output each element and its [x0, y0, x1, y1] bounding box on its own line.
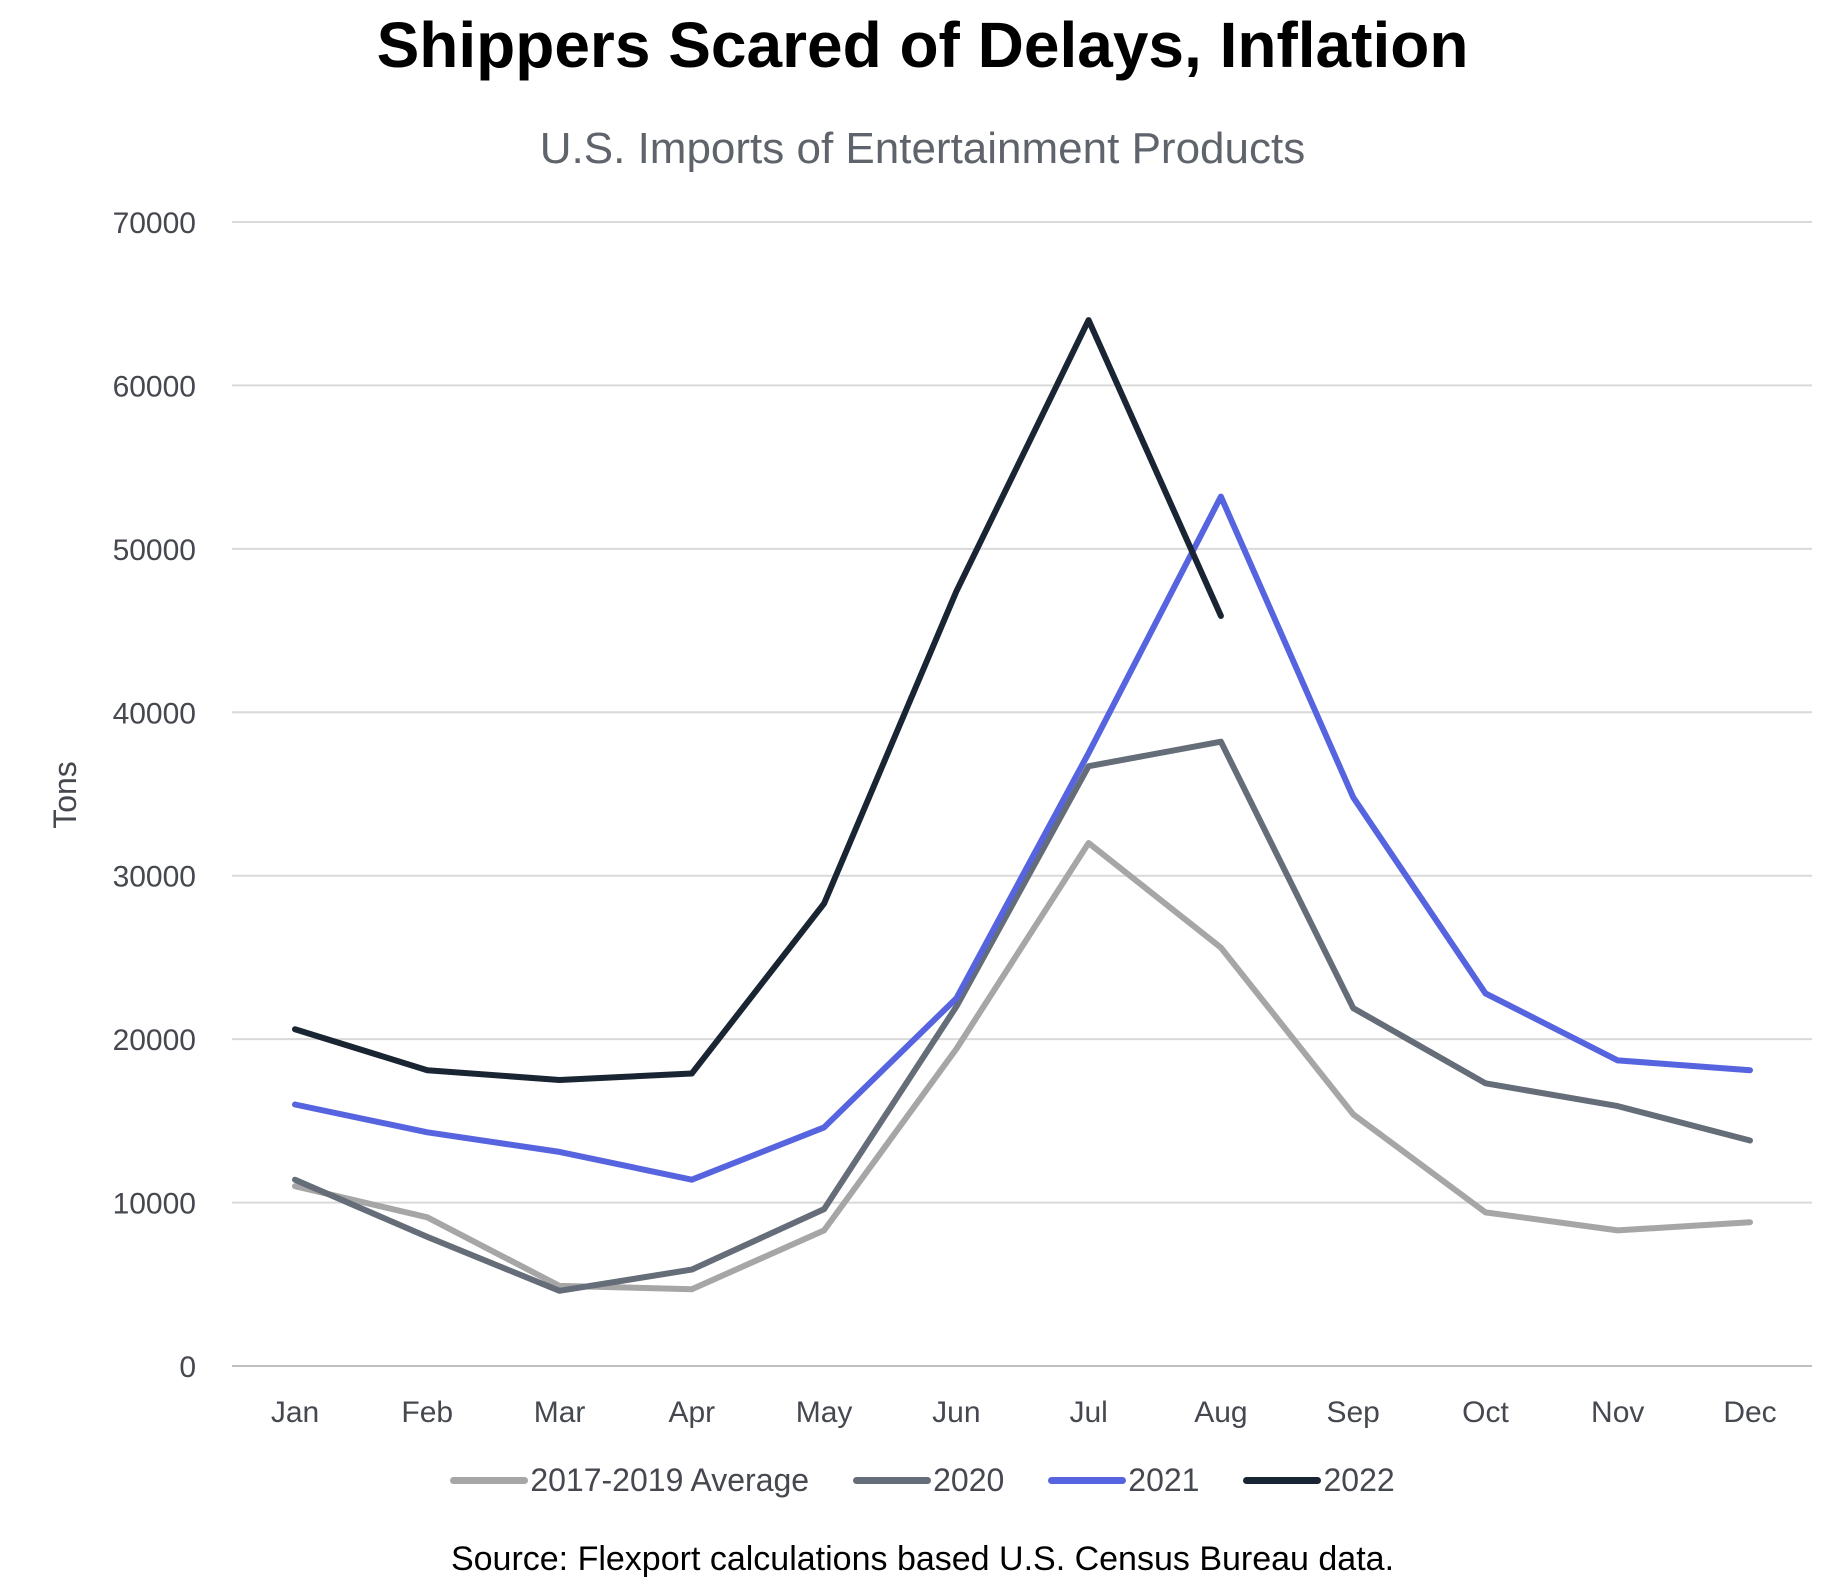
series-lines — [292, 317, 1753, 1294]
source-note: Source: Flexport calculations based U.S.… — [450, 1540, 1395, 1578]
legend-swatch — [1243, 1477, 1322, 1484]
x-tick-label: Dec — [1723, 1396, 1776, 1429]
x-axis-ticks: Jan Feb Mar Apr May Jun Jul Aug Sep Oct Nov Dec — [271, 1396, 1777, 1429]
legend-item: 2017-2019 Average — [450, 1462, 809, 1499]
x-tick-label: Jun — [932, 1396, 980, 1429]
legend-swatch — [853, 1477, 932, 1484]
chart-subtitle: U.S. Imports of Entertainment Products — [539, 124, 1306, 173]
legend-swatch — [450, 1477, 529, 1484]
y-tick-label: 50000 — [113, 534, 196, 567]
legend-label: 2022 — [1323, 1462, 1395, 1498]
x-tick-label: Feb — [401, 1396, 453, 1429]
y-tick-label: 0 — [179, 1351, 196, 1384]
x-tick-label: Mar — [534, 1396, 586, 1429]
y-tick-label: 30000 — [113, 861, 196, 894]
series-line-2022 — [292, 317, 1224, 1083]
x-tick-label: Oct — [1462, 1396, 1509, 1429]
x-tick-label: Sep — [1326, 1396, 1379, 1429]
legend-item: 2021 — [1048, 1462, 1199, 1499]
y-tick-label: 10000 — [113, 1188, 196, 1221]
y-tick-label: 40000 — [113, 697, 196, 730]
legend-label: 2017-2019 Average — [530, 1462, 810, 1498]
x-tick-label: Apr — [668, 1396, 715, 1429]
gridlines — [232, 221, 1812, 1367]
y-axis-label: Tons — [47, 761, 83, 829]
chart-legend: 2017-2019 Average 2020 2021 2022 — [0, 1462, 1845, 1499]
y-tick-label: 20000 — [113, 1024, 196, 1057]
x-tick-label: Nov — [1591, 1396, 1644, 1429]
y-tick-label: 70000 — [113, 207, 196, 240]
chart-title: Shippers Scared of Delays, Inflation — [376, 9, 1469, 81]
x-tick-label: Jan — [271, 1396, 319, 1429]
series-line-2017-2019-average — [292, 840, 1753, 1293]
series-line-2021 — [292, 493, 1753, 1183]
x-tick-label: May — [796, 1396, 853, 1429]
y-tick-label: 60000 — [113, 370, 196, 403]
legend-item: 2022 — [1243, 1462, 1395, 1499]
series-line-2020 — [292, 738, 1753, 1294]
legend-item: 2020 — [853, 1462, 1004, 1499]
legend-label: 2020 — [933, 1462, 1005, 1498]
legend-swatch — [1048, 1477, 1127, 1484]
legend-label: 2021 — [1128, 1462, 1200, 1498]
y-axis-ticks: 0 10000 20000 30000 40000 50000 60000 70000 — [113, 207, 196, 1384]
x-tick-label: Jul — [1069, 1396, 1107, 1429]
x-tick-label: Aug — [1194, 1396, 1247, 1429]
